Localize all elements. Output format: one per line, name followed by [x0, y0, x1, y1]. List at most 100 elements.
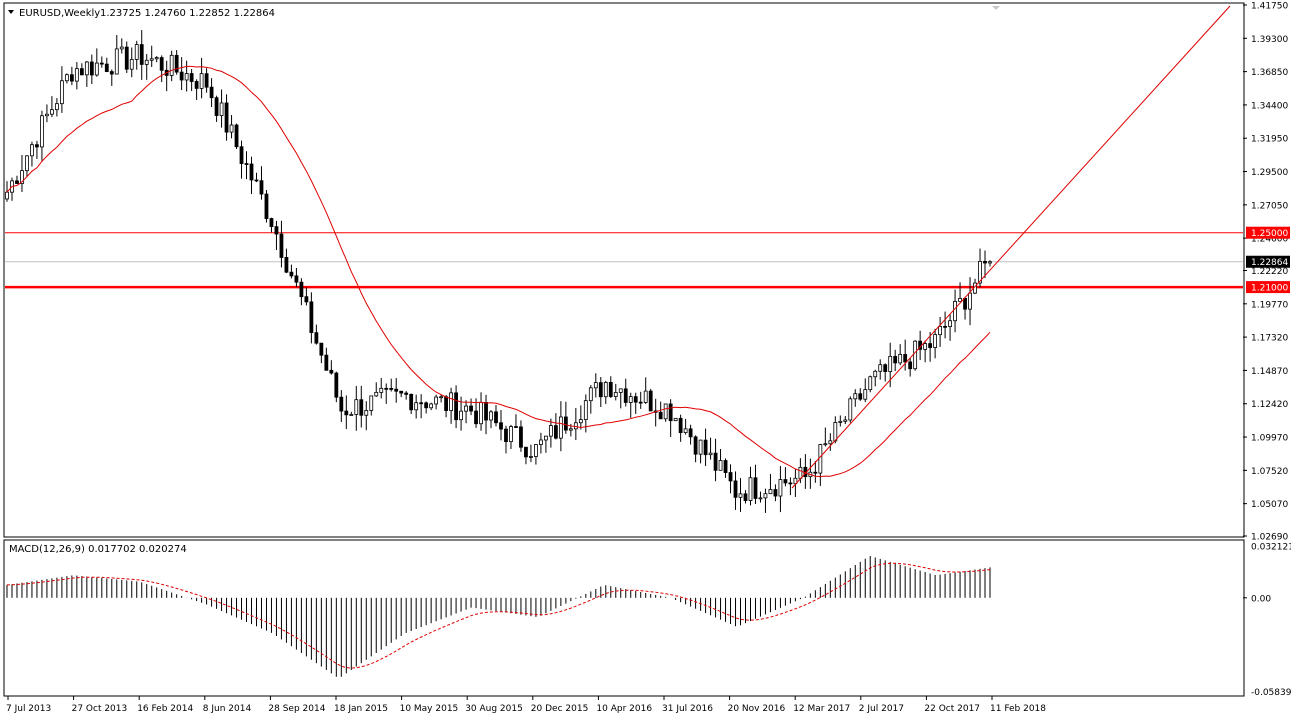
time-axis-label: 20 Nov 2016 — [728, 704, 786, 714]
candle-body — [648, 390, 653, 412]
candle-body — [109, 71, 114, 75]
candle-body — [723, 460, 728, 473]
candle-body — [788, 482, 793, 485]
macd-tick-label: 0.032121 — [1251, 543, 1291, 553]
candle-body — [978, 260, 982, 284]
price-tick-label: 1.41750 — [1251, 2, 1288, 12]
candle-body — [249, 163, 254, 181]
candle-body — [534, 444, 538, 457]
dropdown-triangle-icon[interactable] — [8, 10, 14, 14]
candle-body — [234, 124, 239, 148]
current-price-label: 1.22864 — [1251, 258, 1288, 268]
candle-body — [259, 180, 264, 195]
candle-body — [174, 54, 179, 73]
candle-body — [419, 402, 424, 405]
candle-body — [289, 271, 294, 277]
candle-body — [219, 102, 224, 116]
candle-body — [84, 61, 89, 76]
candle-body — [558, 416, 563, 439]
candle-body — [578, 419, 583, 424]
candle-body — [494, 411, 498, 424]
candle-body — [194, 81, 199, 89]
candle-body — [334, 372, 339, 398]
candle-body — [434, 396, 439, 405]
price-tick-label: 1.34400 — [1251, 101, 1288, 111]
macd-tick-label: -0.058396 — [1251, 688, 1291, 698]
candle-body — [264, 193, 269, 219]
candle-body — [713, 452, 718, 471]
time-axis-label: 20 Dec 2015 — [531, 704, 589, 714]
candle-body — [344, 410, 349, 416]
candle-body — [459, 410, 463, 421]
candle-body — [474, 410, 478, 425]
candle-body — [798, 466, 803, 479]
candle-body — [828, 440, 833, 445]
candle-body — [94, 62, 99, 76]
candle-body — [20, 170, 24, 184]
price-tick-label: 1.29500 — [1251, 168, 1288, 178]
price-tick-label: 1.07520 — [1251, 467, 1288, 477]
candle-body — [339, 396, 344, 412]
candle-body — [758, 497, 763, 500]
candle-body — [279, 233, 284, 258]
candle-body — [209, 86, 214, 99]
macd-pane-frame — [3, 539, 1245, 697]
time-axis-label: 31 Jul 2016 — [662, 704, 713, 714]
candle-body — [269, 218, 274, 228]
price-pane-frame — [3, 2, 1245, 538]
candle-body — [608, 382, 613, 397]
candle-body — [244, 163, 249, 165]
level-tag — [1246, 226, 1290, 239]
candle-body — [693, 436, 698, 455]
candle-body — [593, 382, 598, 389]
candle-body — [888, 355, 893, 373]
candle-body — [309, 301, 314, 334]
candle-body — [429, 403, 434, 409]
candle-body — [553, 425, 558, 439]
candle-body — [923, 343, 928, 350]
candle-body — [389, 388, 394, 390]
candle-body — [668, 403, 673, 422]
candle-body — [663, 403, 668, 420]
time-axis-label: 27 Oct 2013 — [72, 704, 128, 714]
trend-line — [791, 5, 1231, 489]
candle-body — [509, 426, 513, 442]
scroll-marker-icon[interactable] — [992, 6, 1000, 10]
candle-body — [773, 489, 778, 497]
candle-body — [399, 390, 404, 394]
current-price-tag — [1246, 255, 1290, 268]
candle-body — [908, 361, 913, 370]
candle-body — [968, 292, 972, 310]
candle-body — [314, 332, 319, 344]
time-axis-label: 10 Apr 2016 — [596, 704, 652, 714]
candle-body — [149, 58, 154, 61]
price-tick-label: 1.02690 — [1251, 533, 1288, 543]
candle-body — [364, 410, 369, 416]
candle-body — [284, 257, 289, 273]
candle-body — [778, 479, 783, 497]
candle-body — [883, 364, 888, 373]
candle-body — [89, 61, 94, 76]
candle-body — [384, 387, 389, 390]
candle-body — [524, 446, 528, 458]
candle-body — [469, 405, 473, 412]
candle-body — [15, 180, 19, 184]
candle-body — [464, 405, 468, 412]
candle-body — [354, 399, 359, 415]
candle-body — [104, 63, 109, 72]
candle-body — [753, 477, 758, 499]
candle-body — [324, 354, 329, 371]
candle-body — [718, 460, 723, 471]
candle-body — [823, 443, 828, 446]
candle-body — [738, 493, 743, 498]
candle-body — [224, 102, 229, 133]
candle-body — [169, 54, 174, 76]
time-axis-label: 12 Mar 2017 — [793, 704, 850, 714]
candle-body — [114, 48, 119, 75]
candle-body — [853, 393, 858, 400]
candle-body — [184, 73, 189, 81]
candle-body — [5, 191, 9, 200]
candle-body — [179, 71, 184, 81]
